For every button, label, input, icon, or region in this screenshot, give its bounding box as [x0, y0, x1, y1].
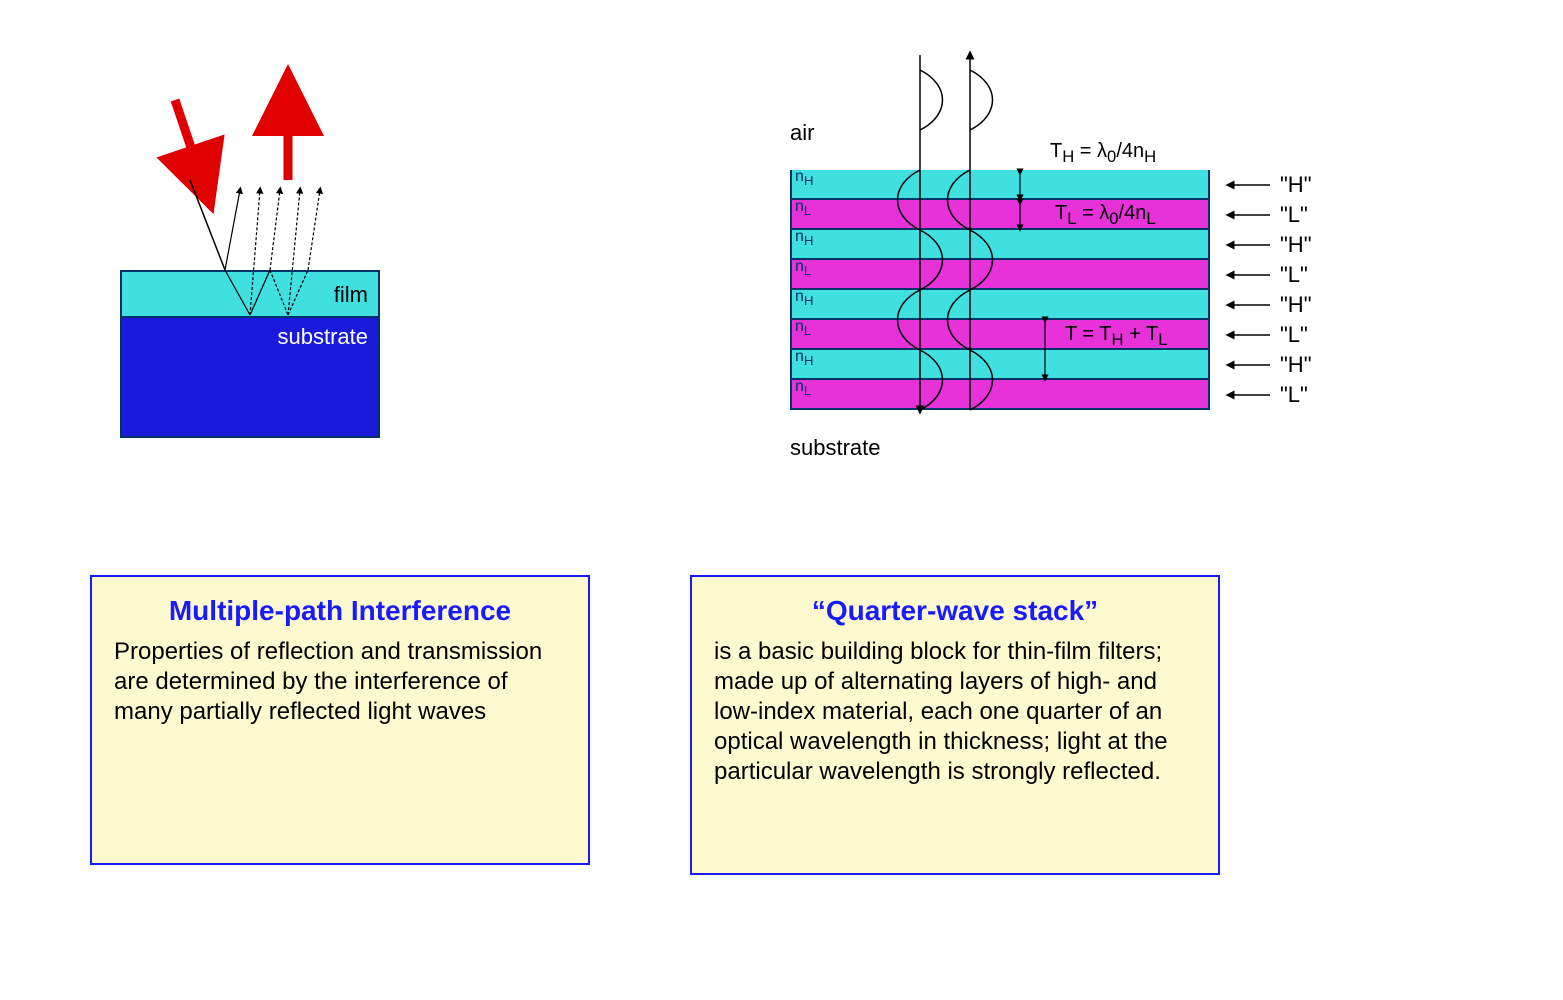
- info-title-left: Multiple-path Interference: [114, 595, 566, 627]
- info-box-multiple-path: Multiple-path Interference Properties of…: [90, 575, 590, 865]
- info-box-quarter-wave: “Quarter-wave stack” is a basic building…: [690, 575, 1220, 875]
- info-title-right: “Quarter-wave stack”: [714, 595, 1196, 627]
- info-body-left: Properties of reflection and transmissio…: [114, 637, 566, 727]
- reflection-arrows: [120, 90, 420, 450]
- info-body-right: is a basic building block for thin-film …: [714, 637, 1196, 787]
- wave-arrows: [790, 40, 1390, 540]
